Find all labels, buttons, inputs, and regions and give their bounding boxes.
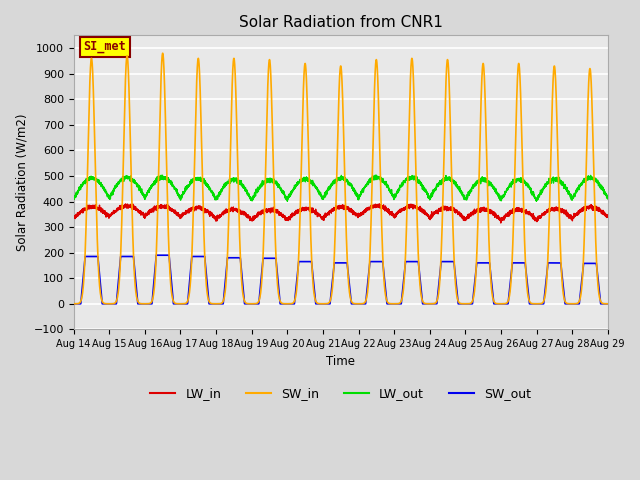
Line: SW_in: SW_in (74, 53, 608, 304)
LW_out (431, 186, 438, 192)
SW_out (491, 301, 499, 307)
LW_in (604, 214, 612, 220)
SW_out (460, 301, 468, 307)
LW_out (604, 196, 612, 202)
LW_in (497, 220, 504, 226)
LW_in (70, 215, 77, 220)
LW_out (70, 196, 77, 202)
SW_in (491, 300, 499, 305)
LW_out (491, 185, 499, 191)
SW_in (460, 301, 468, 307)
SW_out (70, 301, 77, 307)
SW_out (604, 301, 611, 307)
SW_in (604, 301, 611, 307)
LW_out (158, 172, 166, 178)
Legend: LW_in, SW_in, LW_out, SW_out: LW_in, SW_in, LW_out, SW_out (145, 383, 536, 406)
LW_out (321, 190, 328, 196)
SW_in (70, 301, 77, 307)
LW_out (460, 195, 468, 201)
SW_in (604, 301, 612, 307)
Text: SI_met: SI_met (83, 40, 126, 53)
Title: Solar Radiation from CNR1: Solar Radiation from CNR1 (239, 15, 443, 30)
LW_in (460, 215, 468, 221)
LW_out (166, 180, 173, 186)
SW_in (321, 301, 328, 307)
LW_in (491, 211, 499, 217)
LW_out (532, 198, 540, 204)
SW_out (321, 301, 328, 307)
SW_out (604, 301, 612, 307)
SW_in (159, 50, 166, 56)
LW_in (166, 206, 173, 212)
SW_out (431, 301, 438, 307)
Y-axis label: Solar Radiation (W/m2): Solar Radiation (W/m2) (15, 114, 28, 251)
LW_in (604, 212, 611, 218)
Line: LW_in: LW_in (74, 204, 608, 223)
SW_out (152, 252, 160, 258)
X-axis label: Time: Time (326, 355, 355, 368)
LW_in (376, 201, 383, 207)
Line: SW_out: SW_out (74, 255, 608, 304)
SW_in (166, 266, 173, 272)
SW_in (431, 300, 438, 306)
LW_in (431, 211, 438, 216)
Line: LW_out: LW_out (74, 175, 608, 201)
LW_out (604, 195, 611, 201)
LW_in (321, 214, 328, 220)
SW_out (166, 260, 173, 265)
